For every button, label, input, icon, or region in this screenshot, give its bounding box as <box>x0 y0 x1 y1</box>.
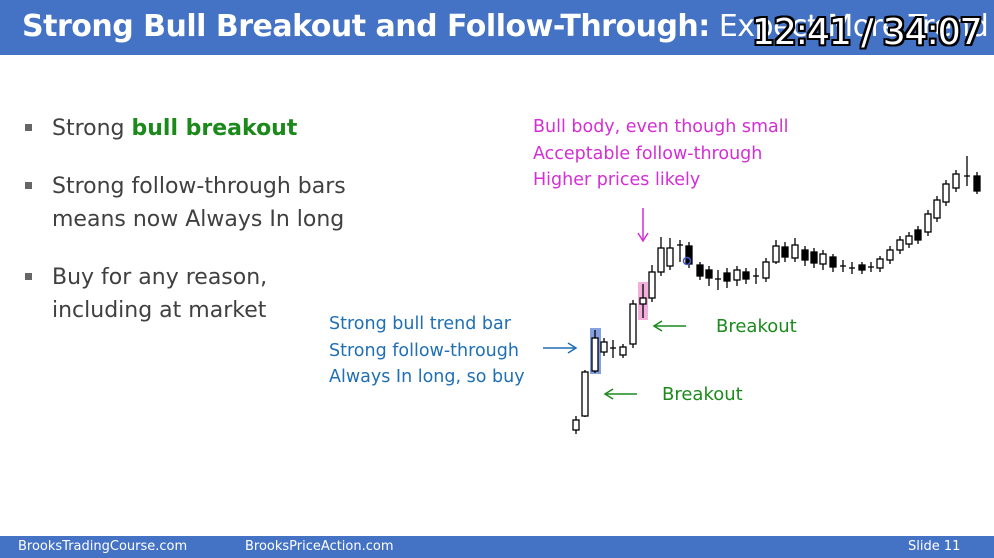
bullet-icon <box>25 124 32 131</box>
bullet-text: Buy for any reason, including at market <box>52 261 382 327</box>
candlesticks <box>572 156 981 434</box>
bullet-text: Strong bull breakout <box>52 112 382 145</box>
pink-annotation: Bull body, even though small Acceptable … <box>533 114 788 194</box>
blue-arrow-icon <box>543 342 578 354</box>
footer-link-brookstradingcourse: BrooksTradingCourse.com <box>18 539 188 554</box>
title-bold: Strong Bull Breakout and Follow-Through: <box>22 9 710 44</box>
pink-note-line: Acceptable follow-through <box>533 143 763 164</box>
bullet-icon <box>25 182 32 189</box>
blue-note-line: Strong follow-through <box>329 340 519 361</box>
pink-arrow-icon <box>637 208 649 243</box>
bullet-line: means now Always In long <box>52 207 345 232</box>
bullet-pre: Strong <box>52 116 132 141</box>
breakout-label-upper: Breakout <box>716 316 797 337</box>
pink-note-line: Bull body, even though small <box>533 117 789 137</box>
bull-breakout-highlight: bull breakout <box>131 116 298 141</box>
bullet-text: Strong follow-through bars means now Alwa… <box>52 170 382 236</box>
header-bar: Strong Bull Breakout and Follow-Through:… <box>0 0 994 55</box>
bullet-line: Strong follow-through bars <box>52 174 346 199</box>
green-arrow-upper-icon <box>652 320 686 332</box>
title-rest: Expect More Trend <box>709 9 989 44</box>
video-timer: 12:41 / 34:07 <box>752 12 983 53</box>
footer-bar: BrooksTradingCourse.com BrooksPriceActio… <box>0 536 994 558</box>
slide-number: Slide 11 <box>908 539 961 554</box>
footer-link-brookspriceaction: BrooksPriceAction.com <box>245 539 394 554</box>
blue-note-line: Always In long, so buy <box>329 367 525 387</box>
green-arrow-lower-icon <box>603 388 637 400</box>
bullet-line: including at market <box>52 298 267 323</box>
blue-annotation: Strong bull trend bar Strong follow-thro… <box>329 311 525 391</box>
breakout-label-lower: Breakout <box>662 384 743 405</box>
bullet-line: Buy for any reason, <box>52 265 268 290</box>
cursor-marker-icon <box>682 256 692 266</box>
bullet-icon <box>25 273 32 280</box>
pink-note-line: Higher prices likely <box>533 170 701 190</box>
slide-title: Strong Bull Breakout and Follow-Through:… <box>22 9 989 44</box>
blue-note-line: Strong bull trend bar <box>329 314 511 334</box>
